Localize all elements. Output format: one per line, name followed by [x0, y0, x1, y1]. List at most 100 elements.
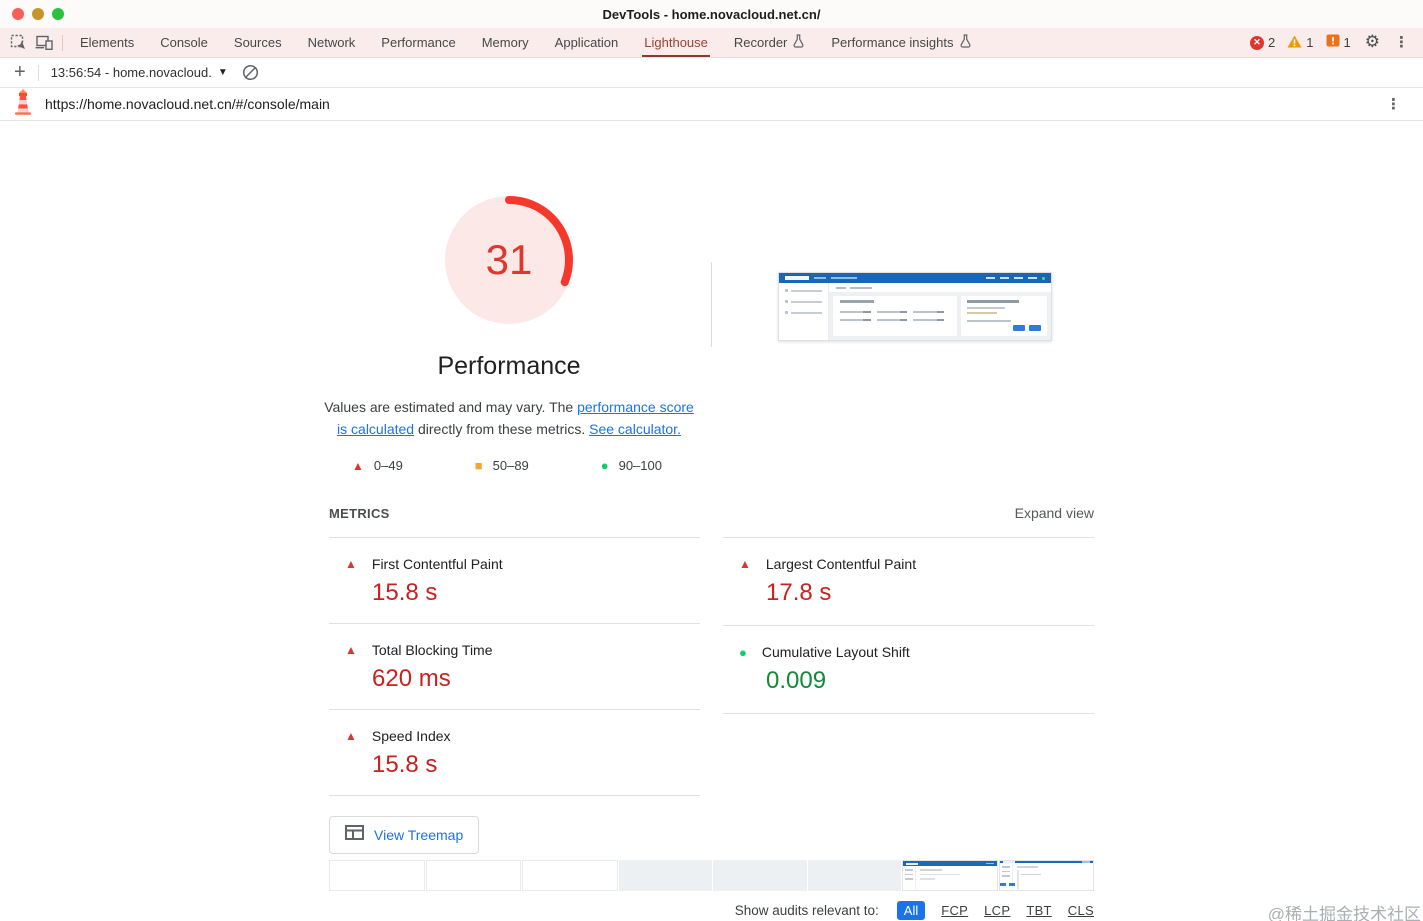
filmstrip-frame [713, 860, 807, 891]
page-screenshot-thumbnail [778, 272, 1052, 341]
report-url-bar: https://home.novacloud.net.cn/#/console/… [0, 88, 1423, 121]
error-icon: ✕ [1250, 35, 1265, 50]
devtools-tabs: Elements Console Sources Network Perform… [67, 28, 985, 57]
audit-filter-tbt[interactable]: TBT [1026, 903, 1052, 918]
performance-score-gauge[interactable]: 31 [443, 194, 575, 326]
metric-cumulative-layout-shift: ● Cumulative Layout Shift 0.009 [723, 625, 1094, 713]
clear-reports-icon[interactable] [242, 64, 259, 81]
legend-average: ■ 50–89 [474, 458, 529, 473]
issue-icon [1326, 34, 1340, 51]
tab-memory[interactable]: Memory [481, 35, 529, 50]
filmstrip-frame [807, 860, 901, 891]
fail-triangle-icon: ▲ [345, 643, 357, 657]
new-report-plus-icon[interactable]: + [14, 60, 26, 83]
metric-value: 0.009 [766, 667, 827, 694]
metrics-grid: ▲ First Contentful Paint 15.8 s ▲ Total Bl… [329, 537, 1094, 796]
console-warnings-badge[interactable]: 1 [1287, 35, 1314, 51]
tab-recorder[interactable]: Recorder [721, 28, 818, 57]
audit-filter-cls[interactable]: CLS [1067, 903, 1094, 918]
view-treemap-button[interactable]: View Treemap [329, 816, 480, 854]
pass-circle-icon: ● [739, 644, 747, 660]
filmstrip-frame [329, 860, 425, 891]
toolbar-separator [62, 34, 63, 51]
window-controls [12, 8, 64, 20]
audits-filter-label: Show audits relevant to: [734, 903, 879, 918]
tab-lighthouse[interactable]: Lighthouse [631, 28, 721, 57]
tab-sources[interactable]: Sources [233, 35, 282, 50]
metric-speed-index: ▲ Speed Index 15.8 s [329, 709, 700, 795]
filmstrip-frame [425, 860, 521, 891]
maximize-window-button[interactable] [52, 8, 64, 20]
window-title: DevTools - home.novacloud.net.cn/ [602, 6, 821, 22]
toolbar-separator [37, 64, 39, 81]
devtools-tabbar: Elements Console Sources Network Perform… [0, 28, 1423, 58]
thumbnail-site-header [779, 273, 1051, 283]
pass-circle-icon: ● [600, 458, 609, 473]
tab-elements[interactable]: Elements [80, 35, 135, 50]
see-calculator-link[interactable]: See calculator. [589, 421, 681, 437]
screenshot-filmstrip [329, 860, 1094, 892]
metric-first-contentful-paint: ▲ First Contentful Paint 15.8 s [329, 537, 700, 623]
tab-console[interactable]: Console [160, 35, 208, 50]
thumbnail-sidebar [779, 283, 829, 340]
inspect-element-icon[interactable] [10, 34, 27, 51]
report-tab-selector[interactable]: 13:56:54 - home.novacloud. ▼ [39, 58, 238, 87]
flask-icon [792, 34, 805, 51]
metric-value: 17.8 s [766, 579, 832, 606]
warning-icon [1287, 35, 1302, 51]
category-title: Performance [437, 352, 581, 380]
settings-gear-icon[interactable]: ⚙ [1364, 32, 1380, 52]
report-url: https://home.novacloud.net.cn/#/console/… [45, 96, 330, 112]
thumbnail-info-panel [961, 296, 1047, 336]
lighthouse-report: 31 [0, 121, 1423, 921]
audits-filter-bar: Show audits relevant to: All FCP LCP TBT… [329, 901, 1094, 920]
report-tab-label: 13:56:54 - home.novacloud. [50, 65, 212, 80]
metric-largest-contentful-paint: ▲ Largest Contentful Paint 17.8 s [723, 537, 1094, 625]
flask-icon [959, 34, 972, 51]
legend-pass: ● 90–100 [600, 458, 662, 473]
metric-value: 15.8 s [372, 579, 438, 606]
audit-filter-fcp[interactable]: FCP [941, 903, 969, 918]
lighthouse-panel-toolbar: + 13:56:54 - home.novacloud. ▼ [0, 58, 1423, 88]
thumbnail-breadcrumb [829, 283, 1051, 292]
minimize-window-button[interactable] [32, 8, 44, 20]
metrics-section-heading: METRICS [329, 505, 390, 521]
report-menu-kebab-icon[interactable]: ⋮ [1386, 94, 1401, 113]
console-errors-badge[interactable]: ✕ 2 [1250, 35, 1275, 50]
close-window-button[interactable] [12, 8, 24, 20]
treemap-icon [345, 825, 364, 845]
devtools-menu-kebab-icon[interactable]: ⋮ [1394, 33, 1409, 51]
tab-performance-insights[interactable]: Performance insights [818, 28, 984, 57]
tab-application[interactable]: Application [554, 35, 619, 50]
metric-value: 620 ms [372, 665, 451, 692]
filmstrip-frame [998, 860, 1094, 892]
audit-filter-lcp[interactable]: LCP [984, 903, 1011, 918]
summary-divider [711, 262, 712, 347]
performance-score-value: 31 [485, 236, 533, 283]
thumbnail-stats-panel [833, 296, 957, 336]
chevron-down-icon: ▼ [217, 66, 228, 78]
filmstrip-frame [522, 860, 618, 891]
fail-triangle-icon: ▲ [345, 557, 357, 571]
legend-fail: ▲ 0–49 [352, 458, 403, 473]
fail-triangle-icon: ▲ [352, 458, 364, 473]
tab-performance[interactable]: Performance [381, 35, 456, 50]
metric-total-blocking-time: ▲ Total Blocking Time 620 ms [329, 623, 700, 709]
score-description: Values are estimated and may vary. The p… [324, 399, 694, 437]
average-square-icon: ■ [474, 458, 483, 473]
window-titlebar: DevTools - home.novacloud.net.cn/ [0, 0, 1423, 28]
audit-filter-all[interactable]: All [896, 901, 926, 920]
performance-score-calculated-link[interactable]: performance score is calculated [337, 399, 694, 437]
fail-triangle-icon: ▲ [345, 729, 357, 743]
fail-triangle-icon: ▲ [739, 557, 751, 571]
device-toolbar-icon[interactable] [35, 35, 54, 50]
issues-badge[interactable]: 1 [1326, 34, 1351, 51]
score-legend: ▲ 0–49 ■ 50–89 ● 90–100 [352, 458, 662, 473]
lighthouse-logo-icon [11, 88, 35, 120]
watermark-text: @稀土掘金技术社区 [1267, 905, 1421, 921]
filmstrip-frame [902, 860, 998, 891]
expand-view-button[interactable]: Expand view [1014, 505, 1094, 521]
tab-network[interactable]: Network [307, 35, 356, 50]
filmstrip-frame [618, 860, 712, 891]
